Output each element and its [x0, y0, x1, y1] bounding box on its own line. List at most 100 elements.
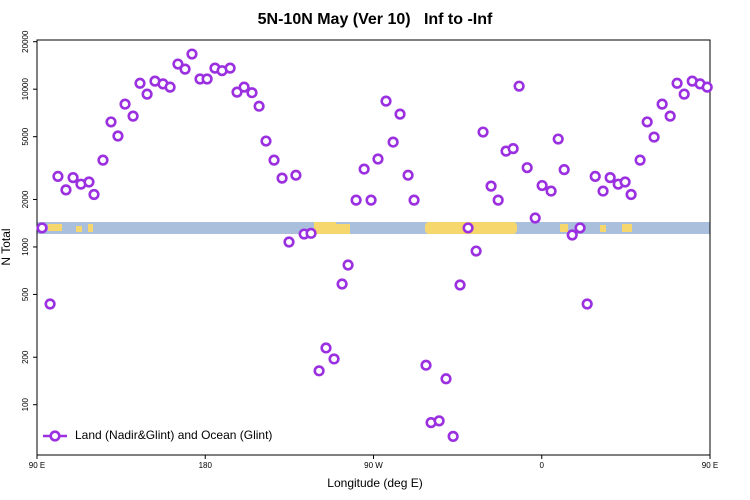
data-point [246, 87, 258, 99]
data-point [581, 298, 593, 310]
x-tick-label: 90 E [29, 461, 45, 470]
map-strip [37, 222, 710, 234]
y-tick-label: 500 [21, 287, 30, 301]
data-point [119, 98, 131, 110]
data-point [172, 58, 184, 70]
data-point [186, 48, 198, 60]
data-point [604, 172, 616, 184]
data-point [664, 110, 676, 122]
data-point [134, 77, 146, 89]
data-point [552, 133, 564, 145]
data-point [477, 126, 489, 138]
data-point [492, 194, 504, 206]
data-point [597, 185, 609, 197]
y-tick-label: 1000 [21, 237, 30, 255]
y-axis-label: N Total [0, 228, 13, 265]
data-point [88, 188, 100, 201]
data-point [320, 342, 332, 354]
data-point [60, 184, 72, 196]
data-point [52, 170, 64, 183]
legend-marker [49, 430, 61, 442]
data-point [558, 164, 570, 176]
x-axis-label: Longitude (deg E) [327, 476, 422, 490]
data-point [164, 81, 176, 93]
data-point [507, 143, 519, 155]
x-tick-label: 180 [199, 461, 213, 470]
data-point [380, 95, 392, 107]
data-point [420, 359, 432, 371]
data-point [260, 135, 272, 147]
data-point [574, 222, 586, 234]
data-point [408, 194, 420, 206]
data-point [625, 188, 637, 201]
data-point [513, 80, 525, 92]
data-point [447, 430, 459, 442]
y-tick-label: 100 [21, 397, 30, 411]
data-point [701, 81, 713, 93]
data-point [224, 62, 236, 74]
data-point [387, 136, 399, 148]
data-point [470, 245, 482, 257]
x-tick-label: 0 [540, 461, 545, 470]
data-point [336, 278, 348, 290]
data-point [671, 77, 683, 89]
y-tick-label: 10000 [21, 78, 30, 101]
data-point [656, 98, 668, 110]
data-point [127, 110, 139, 122]
data-point [305, 227, 317, 239]
legend-label: Land (Nadir&Glint) and Ocean (Glint) [75, 428, 272, 442]
plot-frame [36, 39, 711, 456]
data-point [253, 100, 265, 112]
data-point [283, 236, 295, 248]
data-point [529, 212, 541, 224]
data-point [290, 169, 302, 181]
data-point [648, 131, 660, 143]
data-point [678, 88, 690, 100]
data-point [545, 185, 557, 197]
data-point [350, 194, 362, 206]
data-point [328, 353, 340, 365]
data-point [112, 130, 124, 142]
data-point [402, 169, 414, 181]
data-point [179, 63, 191, 75]
data-point [141, 88, 153, 100]
data-point [440, 373, 452, 385]
data-point [454, 279, 466, 291]
data-point [485, 180, 497, 192]
data-point [201, 73, 213, 85]
y-tick-label: 20000 [21, 30, 30, 53]
data-point [589, 170, 601, 183]
data-point [365, 194, 377, 206]
data-point [372, 153, 384, 165]
y-tick-label: 2000 [21, 190, 30, 208]
data-point [619, 176, 631, 188]
data-point [313, 365, 325, 377]
data-point [358, 163, 370, 175]
data-point [342, 259, 354, 271]
legend: Land (Nadir&Glint) and Ocean (Glint) [43, 428, 272, 442]
data-point [536, 179, 548, 192]
data-point [433, 415, 445, 427]
data-point [268, 154, 280, 166]
data-point [97, 154, 109, 166]
y-tick-label: 5000 [21, 127, 30, 145]
data-point [634, 154, 646, 166]
chart-title: 5N-10N May (Ver 10) Inf to -Inf [258, 11, 493, 28]
x-tick-label: 90 E [702, 461, 718, 470]
x-tick-label: 90 W [364, 461, 383, 470]
y-tick-label: 200 [21, 350, 30, 364]
data-point [641, 116, 653, 128]
data-point [521, 162, 533, 174]
data-point [566, 229, 578, 241]
data-point [276, 172, 288, 184]
data-point [238, 81, 250, 93]
data-point [67, 172, 79, 184]
data-point [462, 222, 474, 234]
data-point [83, 176, 95, 188]
data-point [36, 222, 48, 234]
data-point [394, 108, 406, 120]
data-point [44, 298, 56, 310]
data-point [231, 86, 243, 98]
data-point [105, 116, 117, 128]
